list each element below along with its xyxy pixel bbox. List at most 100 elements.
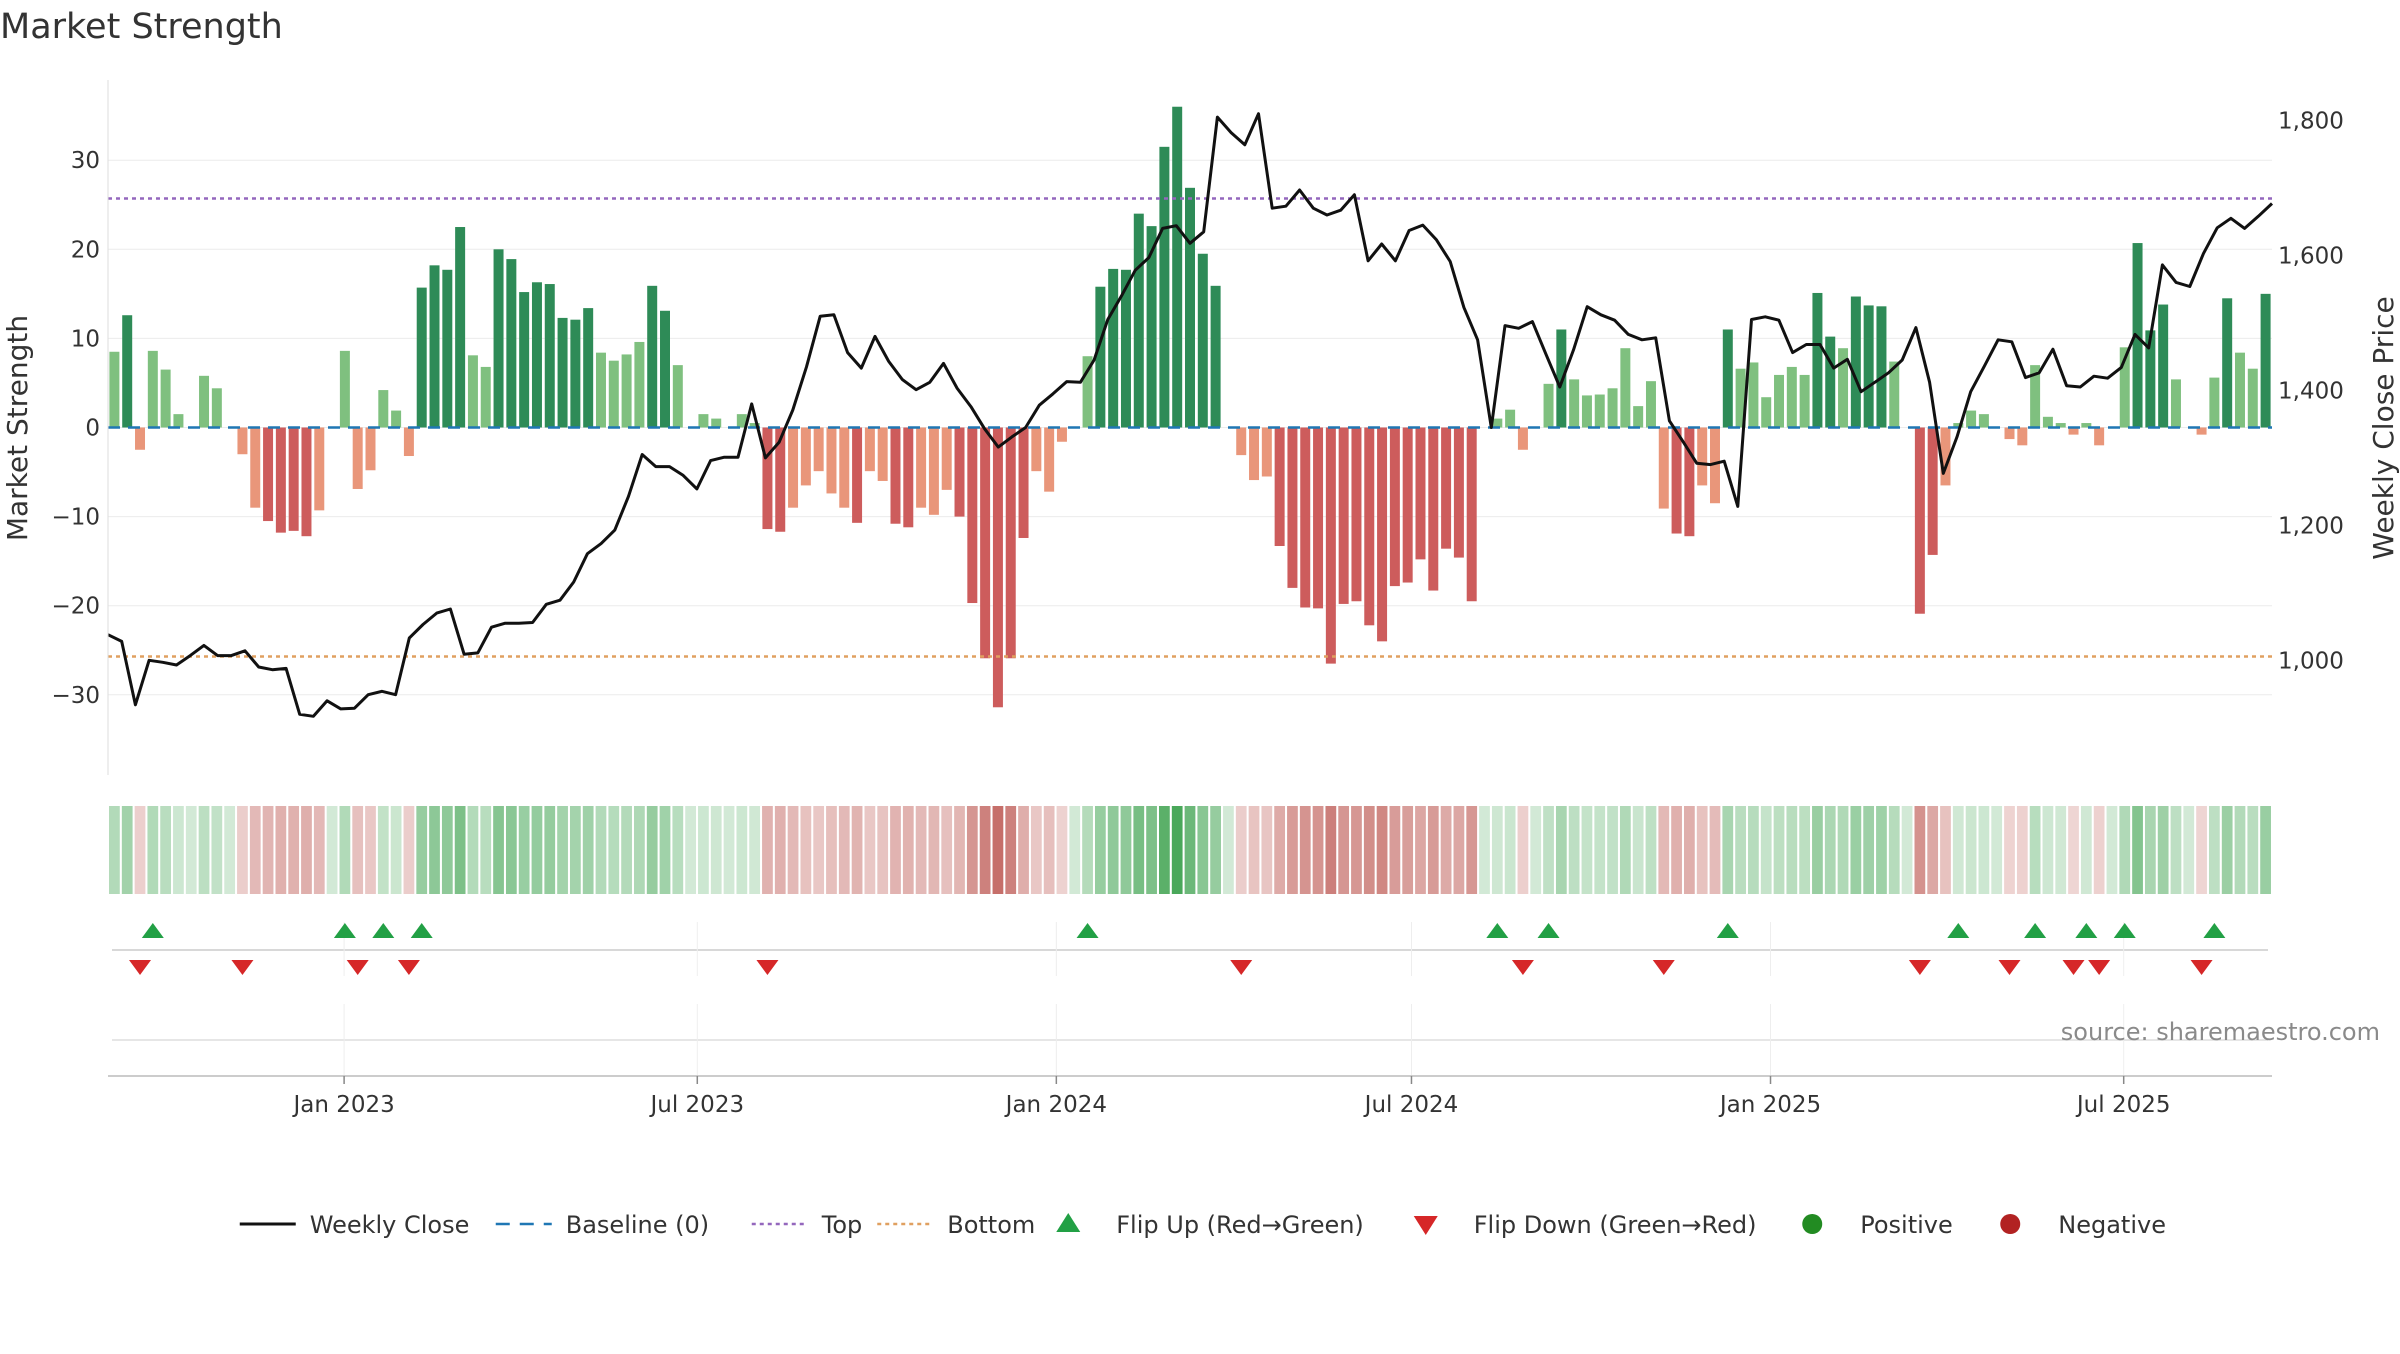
- strength-bar: [2055, 423, 2066, 428]
- legend-item: Positive: [1802, 1211, 1953, 1239]
- strength-bar: [1082, 356, 1093, 428]
- heat-cell: [723, 806, 735, 894]
- strength-bar: [352, 427, 363, 489]
- heat-cell: [1568, 806, 1580, 894]
- legend-label: Flip Down (Green→Red): [1474, 1211, 1757, 1239]
- strength-bar: [1517, 427, 1528, 450]
- strength-bar: [1005, 427, 1016, 659]
- heat-cell: [2234, 806, 2246, 894]
- heat-cell: [1696, 806, 1708, 894]
- strength-bar: [1210, 285, 1221, 428]
- flip-down-marker: [346, 960, 369, 975]
- strength-bar: [1313, 427, 1324, 609]
- strength-bar: [2145, 330, 2156, 428]
- strength-bar: [314, 427, 325, 511]
- strength-bar: [1799, 374, 1810, 428]
- heat-cell: [1235, 806, 1247, 894]
- heat-cell: [2029, 806, 2041, 894]
- strength-bar: [1351, 427, 1362, 602]
- legend-label: Positive: [1860, 1211, 1953, 1239]
- heat-cell: [838, 806, 850, 894]
- axes: −30 −20 −10 0 10 20 30 1,000 1,200 1,400 1,600 1,80…: [51, 80, 2344, 1118]
- heat-cell: [160, 806, 171, 894]
- heat-cell: [582, 806, 594, 894]
- heat-cell: [954, 806, 965, 894]
- heat-cell: [646, 806, 658, 894]
- heat-cell: [1338, 806, 1350, 894]
- flip-down-marker: [1652, 960, 1675, 975]
- legend-item: Baseline (0): [495, 1211, 709, 1239]
- y-left-tick-label: −20: [51, 594, 100, 620]
- heat-cell: [1709, 806, 1721, 894]
- strength-bar: [2196, 427, 2207, 435]
- heat-cell: [1223, 806, 1234, 894]
- strength-bar: [1607, 388, 1618, 428]
- strength-bar: [788, 427, 799, 508]
- heat-cell: [1376, 806, 1388, 894]
- x-tick-label: Jul 2024: [1363, 1092, 1459, 1118]
- heat-cell: [1030, 806, 1042, 894]
- heat-cell: [864, 806, 876, 894]
- heat-cell: [275, 806, 287, 894]
- heat-cell: [1427, 806, 1439, 894]
- strength-bar: [570, 319, 581, 428]
- heat-cell: [1159, 806, 1170, 894]
- heat-cell: [1940, 806, 1951, 894]
- heat-cell: [698, 806, 709, 894]
- heat-cell: [339, 806, 351, 894]
- strength-bar: [660, 310, 670, 428]
- strength-bar: [531, 282, 542, 428]
- strength-bar: [1966, 410, 1977, 428]
- triangle-down-icon: [1413, 1216, 1438, 1235]
- heat-cell: [787, 806, 799, 894]
- heat-cell: [2157, 806, 2169, 894]
- heat-cell: [1952, 806, 1964, 894]
- strength-bar: [2094, 427, 2105, 446]
- strength-bar: [941, 427, 952, 490]
- heat-cell: [1517, 806, 1529, 894]
- flip-down-marker: [1230, 960, 1253, 975]
- strength-bar: [2081, 423, 2092, 428]
- strength-bar: [1287, 427, 1298, 588]
- strength-bar: [1197, 253, 1208, 428]
- heat-cell: [467, 806, 479, 894]
- strength-bar: [1146, 226, 1157, 428]
- strength-bar: [1415, 427, 1426, 560]
- strength-bar: [1761, 397, 1772, 428]
- reference-lines: [108, 197, 2272, 658]
- y-axis-right-label: Weekly Close Price: [2367, 296, 2400, 559]
- heat-cell: [800, 806, 812, 894]
- heat-cell: [1812, 806, 1823, 894]
- x-tick-label: Jan 2025: [1718, 1092, 1821, 1118]
- heat-cell: [1287, 806, 1298, 894]
- strength-bar: [1594, 394, 1605, 428]
- y-right-tick-label: 1,600: [2278, 243, 2344, 269]
- heat-cell: [813, 806, 825, 894]
- heat-cell: [979, 806, 991, 894]
- strength-heatmap-strip: [109, 806, 2271, 894]
- strength-bar: [288, 427, 299, 531]
- heat-cell: [2183, 806, 2195, 894]
- heat-cell: [1850, 806, 1862, 894]
- legend-item: Negative: [2000, 1211, 2166, 1239]
- heat-cell: [736, 806, 748, 894]
- x-tick-label: Jul 2023: [648, 1092, 744, 1118]
- heat-cell: [1837, 806, 1849, 894]
- heat-cell: [928, 806, 940, 894]
- strength-bar: [1914, 427, 1925, 614]
- strength-bar: [1120, 269, 1131, 428]
- strength-bar: [1671, 427, 1682, 534]
- strength-bar: [1108, 268, 1119, 428]
- chart-title: Market Strength: [0, 7, 283, 47]
- flip-down-marker: [756, 960, 779, 975]
- heat-cell: [109, 806, 120, 894]
- strength-bar: [813, 427, 824, 472]
- legend: Weekly Close Baseline (0) Top Bottom Flip Up…: [239, 1211, 2166, 1239]
- y-axis-left-label: Market Strength: [1, 315, 34, 541]
- flip-up-marker: [2075, 923, 2098, 938]
- strength-bar: [1172, 106, 1183, 428]
- strength-bar: [749, 423, 760, 428]
- flip-down-marker: [2190, 960, 2213, 975]
- heat-cell: [531, 806, 543, 894]
- strength-bar: [1812, 292, 1823, 428]
